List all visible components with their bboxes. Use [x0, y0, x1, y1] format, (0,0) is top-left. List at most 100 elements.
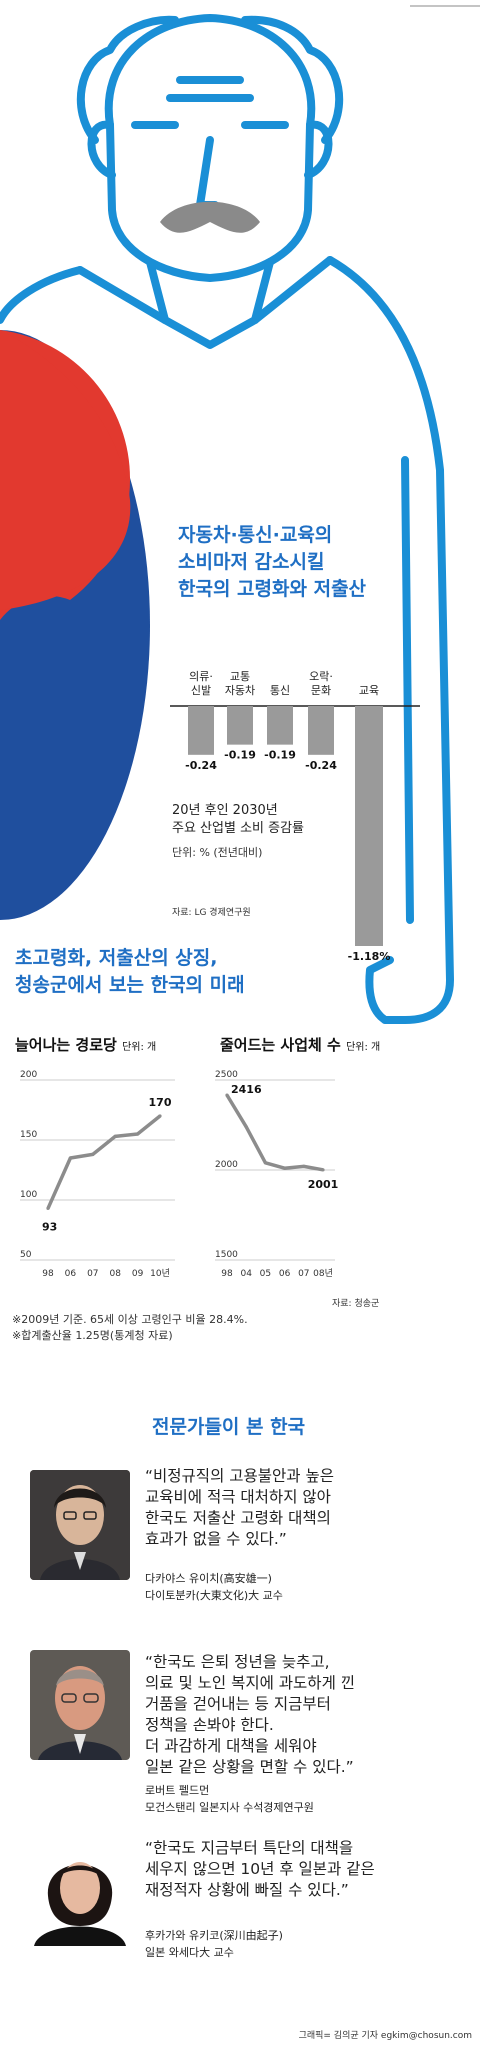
quote-line: 세우지 않으면 10년 후 일본과 같은	[145, 1860, 375, 1878]
series-line	[225, 1094, 324, 1172]
chart2-heading-line: 청송군에서 보는 한국의 미래	[15, 974, 245, 996]
expert-photo-3	[30, 1836, 130, 1946]
chart1-title: 20년 후인 2030년 주요 산업별 소비 증감률	[172, 802, 304, 838]
taegeuk-icon	[0, 330, 150, 920]
chart1-heading: 자동차·통신·교육의 소비마저 감소시킬 한국의 고령화와 저출산	[178, 522, 366, 603]
quote-line: “한국도 지금부터 특단의 대책을	[145, 1839, 354, 1857]
quote-line: 효과가 없을 수 있다.”	[145, 1530, 287, 1548]
chart1-heading-line: 한국의 고령화와 저출산	[178, 578, 367, 600]
x-tick-label: 06	[279, 1269, 291, 1279]
category-label: 문화	[311, 684, 331, 697]
chart3-title-text: 줄어드는 사업체 수	[220, 1036, 341, 1054]
x-tick-label: 08년	[313, 1268, 333, 1279]
senior-center-line-chart: 200 150 100 50 98 06 07 08 09 10년 93 170	[20, 1070, 175, 1279]
first-value-label: 2416	[231, 1083, 262, 1096]
data-point	[136, 1132, 140, 1136]
expert-affiliation: 다이토분카(大東文化)大 교수	[145, 1589, 283, 1602]
last-value-label: 170	[149, 1096, 172, 1109]
chart1-title-line: 주요 산업별 소비 증감률	[172, 821, 304, 836]
expert-name: 로버트 펠드먼	[145, 1784, 210, 1797]
chart2-heading: 초고령화, 저출산의 상징, 청송군에서 보는 한국의 미래	[15, 945, 245, 999]
quote-line: 더 과감하게 대책을 세워야	[145, 1737, 317, 1755]
quote-line: 의료 및 노인 복지에 과도하게 낀	[145, 1674, 356, 1692]
x-tick-label: 07	[298, 1269, 309, 1279]
data-point	[302, 1164, 306, 1168]
bar	[188, 706, 214, 755]
chart1-heading-line: 소비마저 감소시킬	[178, 551, 325, 573]
chart2-title-text: 늘어나는 경로당	[15, 1036, 117, 1054]
chart3-title: 줄어드는 사업체 수 단위: 개	[220, 1034, 380, 1055]
expert-photo-1	[30, 1470, 130, 1580]
bar-value-label: -0.19	[264, 749, 296, 762]
portrait-icon	[30, 1470, 130, 1580]
x-tick-label: 09	[132, 1269, 144, 1279]
quote-line: 재정적자 상황에 빠질 수 있다.”	[145, 1881, 349, 1899]
bar-value-label: -0.19	[224, 749, 256, 762]
data-point	[46, 1206, 50, 1210]
quote-line: “한국도 은퇴 정년을 늦추고,	[145, 1653, 330, 1671]
x-tick-label: 98	[42, 1269, 54, 1279]
quote-line: 정책을 손봐야 한다.	[145, 1716, 274, 1734]
chart3-unit: 단위: 개	[346, 1042, 381, 1053]
expert-affiliation: 일본 와세다大 교수	[145, 1946, 234, 1959]
y-tick-label: 50	[20, 1250, 32, 1260]
experts-heading: 전문가들이 본 한국	[152, 1416, 306, 1438]
footnote: ※합계출산율 1.25명(통계청 자료)	[12, 1329, 173, 1342]
bar	[227, 706, 253, 745]
category-label: 교육	[359, 684, 379, 697]
x-tick-label: 08	[109, 1269, 121, 1279]
portrait-icon	[30, 1836, 130, 1946]
data-point	[113, 1134, 117, 1138]
category-label: 통신	[270, 684, 290, 697]
first-value-label: 93	[42, 1220, 57, 1233]
chart2-heading-line: 초고령화, 저출산의 상징,	[15, 947, 218, 969]
data-point	[244, 1125, 248, 1129]
bar	[308, 706, 334, 755]
quote-line: 일본 같은 상황을 면할 수 있다.”	[145, 1758, 354, 1776]
portrait-icon	[30, 1650, 130, 1760]
x-tick-label: 04	[240, 1269, 252, 1279]
data-point	[263, 1161, 267, 1165]
series-line	[46, 1114, 162, 1210]
bar-value-label: -1.18%	[348, 950, 391, 960]
bar-value-label: -0.24	[185, 759, 217, 772]
business-count-line-chart: 2500 2000 1500 98 04 05 06 07 08년 2416 2001	[215, 1070, 339, 1279]
expert-caption-1: 다카야스 유이치(高安雄一) 다이토분카(大東文化)大 교수	[145, 1570, 283, 1604]
category-label: 의류·	[189, 670, 213, 683]
quote-line: “비정규직의 고용불안과 높은	[145, 1467, 335, 1485]
chart1-source: 자료: LG 경제연구원	[172, 908, 251, 918]
data-point	[283, 1166, 287, 1170]
x-tick-label: 07	[87, 1269, 98, 1279]
last-value-label: 2001	[308, 1178, 339, 1191]
data-point	[158, 1114, 162, 1118]
x-tick-label: 06	[65, 1269, 77, 1279]
footnotes: ※2009년 기준. 65세 이상 고령인구 비율 28.4%. ※합계출산율 …	[12, 1312, 248, 1344]
expert-photo-2	[30, 1650, 130, 1760]
y-tick-label: 2000	[215, 1160, 238, 1170]
chart2-unit: 단위: 개	[122, 1042, 157, 1053]
x-tick-label: 98	[221, 1269, 233, 1279]
bar	[267, 706, 293, 745]
expert-name: 후카가와 유키코(深川由起子)	[145, 1929, 283, 1942]
expert-affiliation: 모건스탠리 일본지사 수석경제연구원	[145, 1801, 314, 1814]
expert-caption-2: 로버트 펠드먼 모건스탠리 일본지사 수석경제연구원	[145, 1782, 314, 1816]
data-point	[321, 1168, 325, 1172]
x-tick-label: 10년	[150, 1268, 170, 1279]
bar	[355, 706, 383, 946]
data-point	[91, 1152, 95, 1156]
quote-line: 교육비에 적극 대처하지 않아	[145, 1488, 331, 1506]
chart1-unit: 단위: % (전년대비)	[172, 846, 263, 859]
data-point	[225, 1093, 229, 1097]
graphic-credit: 그래픽= 김의균 기자 egkim@chosun.com	[298, 2031, 472, 2041]
y-tick-label: 100	[20, 1190, 37, 1200]
y-tick-label: 1500	[215, 1250, 238, 1260]
chart1-heading-line: 자동차·통신·교육의	[178, 524, 333, 546]
expert-quote-2: “한국도 은퇴 정년을 늦추고, 의료 및 노인 복지에 과도하게 낀 거품을 …	[145, 1652, 355, 1778]
expert-name: 다카야스 유이치(高安雄一)	[145, 1572, 272, 1585]
footnote: ※2009년 기준. 65세 이상 고령인구 비율 28.4%.	[12, 1313, 248, 1326]
chart3-source: 자료: 청송군	[332, 1299, 380, 1309]
expert-caption-3: 후카가와 유키코(深川由起子) 일본 와세다大 교수	[145, 1927, 283, 1961]
chart1-title-line: 20년 후인 2030년	[172, 803, 278, 818]
